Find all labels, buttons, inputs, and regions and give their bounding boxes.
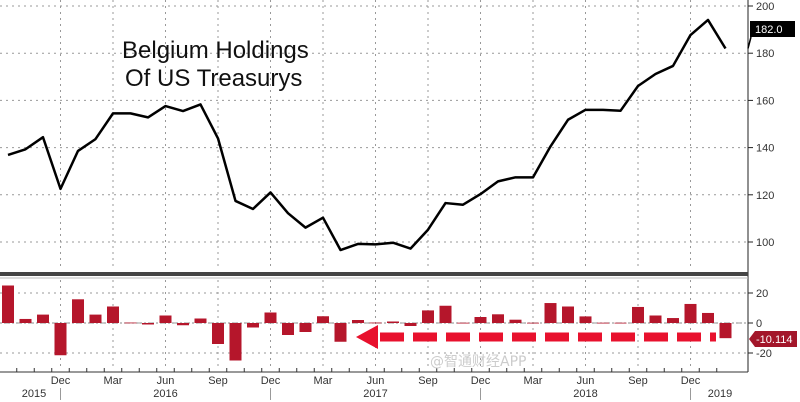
bar	[527, 322, 539, 324]
x-tick-label: Sep	[628, 375, 648, 387]
series-line	[7, 18, 727, 252]
bar	[317, 316, 329, 323]
y-tick-label: 180	[756, 48, 774, 60]
x-tick-label: Dec	[51, 375, 71, 387]
y-tick-label: 0	[756, 318, 762, 330]
y-tick-label: 20	[756, 288, 768, 300]
x-tick-label: Sep	[418, 375, 438, 387]
bar	[177, 323, 189, 326]
bar	[37, 314, 49, 323]
bar	[632, 306, 644, 323]
y-tick-label: 200	[756, 1, 774, 13]
bar	[649, 315, 662, 323]
bar	[159, 315, 172, 323]
bar	[247, 323, 259, 328]
x-tick-label: Dec	[681, 375, 701, 387]
x-tick-label: Mar	[314, 375, 333, 387]
bar	[387, 321, 399, 323]
last-value-label: 182.0	[755, 24, 783, 36]
bar	[719, 323, 732, 339]
x-tick-label: Jun	[157, 375, 175, 387]
bar	[124, 322, 137, 324]
bar	[107, 306, 119, 323]
x-tick-label: Dec	[261, 375, 281, 387]
annotation-arrow-head	[356, 325, 378, 349]
bar	[89, 314, 102, 323]
panel-separator	[0, 272, 748, 276]
bar	[562, 306, 574, 323]
x-tick-label: Dec	[471, 375, 491, 387]
bar	[54, 323, 67, 356]
y-tick-label: 120	[756, 190, 774, 202]
bar	[282, 323, 294, 335]
last-value-label: -10.114	[756, 334, 793, 346]
year-label: 2016	[153, 388, 177, 400]
x-tick-label: Jun	[577, 375, 595, 387]
y-tick-label: -20	[756, 348, 772, 360]
bar	[509, 319, 522, 323]
bar	[72, 299, 84, 323]
year-label: 2019	[708, 388, 732, 400]
year-label: 2015	[22, 388, 46, 400]
bar	[264, 312, 277, 323]
bar	[212, 323, 224, 344]
bar	[422, 310, 434, 323]
last-value-badge	[750, 21, 795, 37]
bar	[2, 285, 14, 323]
bar	[684, 303, 697, 323]
chart-title-line-1: Belgium Holdings	[122, 37, 309, 64]
bar	[667, 318, 679, 323]
bar	[142, 323, 154, 325]
y-tick-label: 160	[756, 95, 774, 107]
chart-title-line-2: Of US Treasurys	[125, 65, 302, 92]
last-value-badge	[749, 331, 797, 347]
x-tick-label: Jun	[367, 375, 385, 387]
bar	[369, 322, 382, 324]
x-tick-label: Mar	[524, 375, 543, 387]
bar	[19, 318, 32, 323]
bar	[597, 322, 609, 324]
y-tick-label: 140	[756, 143, 774, 155]
bar	[614, 322, 627, 324]
bar	[352, 320, 364, 323]
bar	[492, 314, 504, 323]
last-value-pointer	[747, 36, 752, 49]
bar	[439, 305, 452, 323]
bar	[457, 322, 469, 324]
y-tick-label: 100	[756, 237, 774, 249]
year-label: 2018	[573, 388, 597, 400]
x-tick-label: Mar	[104, 375, 123, 387]
bar	[579, 316, 592, 323]
bar	[194, 318, 207, 323]
bar	[474, 317, 487, 323]
watermark: @智通财经APP	[430, 354, 526, 370]
year-label: 2017	[363, 388, 387, 400]
bar	[404, 323, 417, 326]
bar	[299, 323, 312, 332]
bar	[544, 303, 557, 323]
bar	[702, 312, 714, 323]
bar	[334, 323, 347, 342]
bar	[229, 323, 242, 361]
x-tick-label: Sep	[208, 375, 228, 387]
